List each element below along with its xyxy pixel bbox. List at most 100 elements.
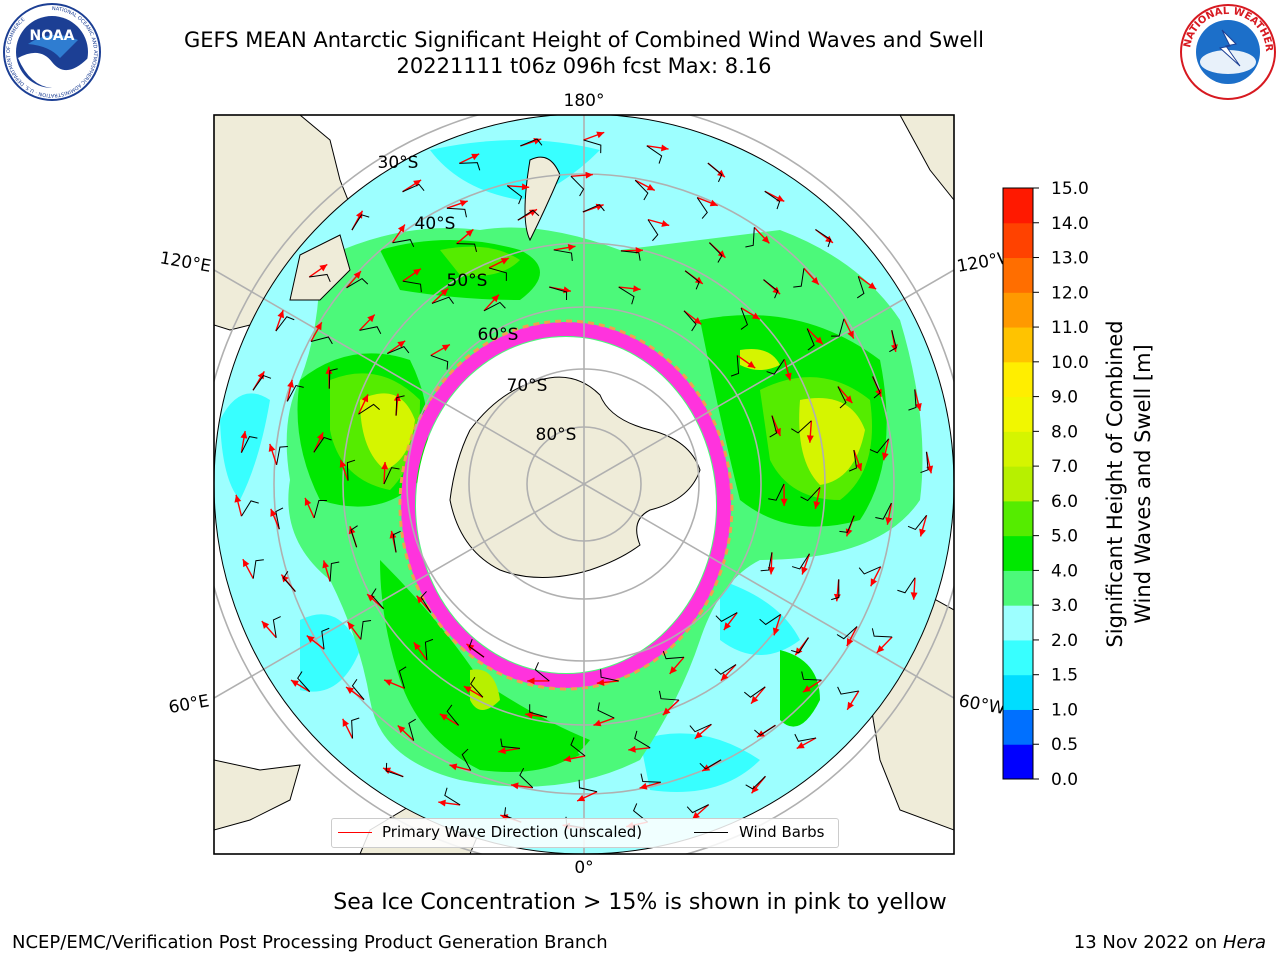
wind-barb — [806, 328, 815, 351]
wave-arrow-head — [796, 741, 805, 749]
wind-barb — [276, 445, 288, 465]
colorbar-cell — [1003, 570, 1033, 606]
wind-barb — [346, 459, 356, 481]
graticule — [214, 115, 954, 854]
wave-arrow-head — [510, 782, 519, 790]
wave-arrow-head — [847, 330, 854, 339]
wave-arrow-head — [498, 747, 506, 755]
sea-ice-note: Sea Ice Concentration > 15% is shown in … — [333, 890, 947, 915]
colorbar-tick-label: 10.0 — [1051, 353, 1089, 373]
wave-arrow-head — [261, 621, 270, 629]
wind-barb — [402, 280, 422, 293]
parallel-label-60s: 60°S — [478, 325, 519, 345]
wave-arrow-head — [811, 276, 819, 285]
wind-barb — [759, 614, 781, 626]
wind-barb — [836, 626, 858, 640]
wind-barb — [791, 553, 810, 570]
colorbar-cell — [1003, 744, 1033, 780]
meridian-label-180: 180° — [564, 91, 605, 111]
wind-barb — [696, 197, 708, 219]
wind-barb — [769, 415, 778, 438]
wave-arrow-head — [242, 559, 250, 568]
wind-barb — [686, 804, 709, 814]
parallel-label-50s: 50°S — [447, 271, 488, 291]
wind-barb — [275, 316, 295, 332]
wave-arrow-head — [776, 195, 785, 202]
colorbar-cell — [1003, 709, 1033, 745]
wave-arrow-head — [240, 430, 248, 439]
wind-barb — [754, 724, 776, 736]
wind-barb — [600, 669, 619, 682]
wave-arrow-head — [500, 258, 509, 265]
wave-arrow-head — [413, 268, 421, 276]
wind-barb — [837, 386, 847, 409]
wave-arrow-head — [876, 645, 885, 653]
colorbar-cell — [1003, 674, 1033, 710]
wind-barb — [387, 346, 410, 355]
colorbar-tick-label: 0.0 — [1051, 770, 1078, 790]
wind-barb — [839, 515, 855, 533]
wind-barb — [371, 588, 385, 610]
parallel-label-80s: 80°S — [536, 425, 577, 445]
wind-barb — [520, 138, 543, 147]
wave-arrow-head — [577, 794, 586, 802]
run-host: Hera — [1222, 932, 1266, 953]
wave-arrow-head — [694, 731, 703, 739]
colorbar-tick-label: 15.0 — [1051, 179, 1089, 199]
wave-arrow-head — [397, 224, 405, 233]
wind-barb — [534, 662, 550, 682]
wave-arrow-head — [563, 755, 572, 763]
wave-arrow-head — [801, 566, 808, 575]
wind-barb — [869, 438, 890, 454]
wave-arrow-head — [416, 595, 424, 604]
wind-barb — [684, 270, 700, 290]
wind-barb — [658, 690, 679, 701]
wind-barb — [837, 686, 859, 695]
colorbar-tick-label: 12.0 — [1051, 283, 1089, 303]
wind-barb — [286, 384, 304, 402]
wave-arrow-head — [381, 462, 389, 470]
wind-barb — [456, 243, 478, 253]
colorbar-cell — [1003, 222, 1033, 259]
wave-arrow-head — [316, 432, 324, 441]
wave-arrow-head — [875, 388, 882, 397]
wave-arrow-head — [910, 592, 918, 600]
wave-arrow-head — [845, 528, 853, 537]
colorbar-cell — [1003, 639, 1033, 676]
wave-arrow-head — [281, 574, 289, 583]
colorbar-tick-label: 7.0 — [1051, 457, 1078, 477]
meridian-label-0: 0° — [574, 858, 593, 878]
wave-arrow-head — [825, 235, 833, 243]
wind-barb — [309, 273, 331, 283]
wind-barb — [444, 787, 461, 806]
colorbar-cell — [1003, 466, 1033, 502]
wind-barb — [313, 500, 327, 519]
wind-barb — [252, 559, 264, 579]
wave-arrow-head — [815, 336, 823, 345]
wave-arrow-head — [717, 250, 726, 258]
wind-barb — [446, 207, 467, 218]
wave-arrow-head — [465, 229, 474, 237]
wind-barb — [793, 268, 805, 288]
wind-barb — [459, 162, 481, 171]
wave-arrow-head — [806, 435, 814, 443]
wind-barb — [329, 561, 340, 582]
wave-arrow-head — [772, 627, 780, 636]
parallel-label-30s: 30°S — [378, 153, 419, 173]
wind-barb — [634, 730, 651, 749]
map-legend: Primary Wave Direction (unscaled) Wind B… — [331, 818, 839, 848]
chart-title: GEFS MEAN Antarctic Significant Height o… — [183, 28, 985, 52]
wind-barb — [740, 307, 749, 330]
wind-barb — [395, 395, 405, 416]
colorbar-tick-label: 13.0 — [1051, 249, 1089, 269]
noaa-logo: NOAA NATIONAL OCEANIC AND ATMOSPHERIC AD… — [3, 3, 101, 101]
colorbar-tick-label: 11.0 — [1051, 318, 1089, 338]
parallel-label-70s: 70°S — [507, 376, 548, 396]
wave-arrow-head — [767, 567, 775, 575]
wave-arrow-head — [346, 687, 354, 695]
wave-arrow-head — [361, 394, 369, 403]
wave-arrow-head — [772, 286, 781, 295]
wind-barb — [856, 276, 865, 299]
colorbar-tick-label: 2.0 — [1051, 631, 1078, 651]
